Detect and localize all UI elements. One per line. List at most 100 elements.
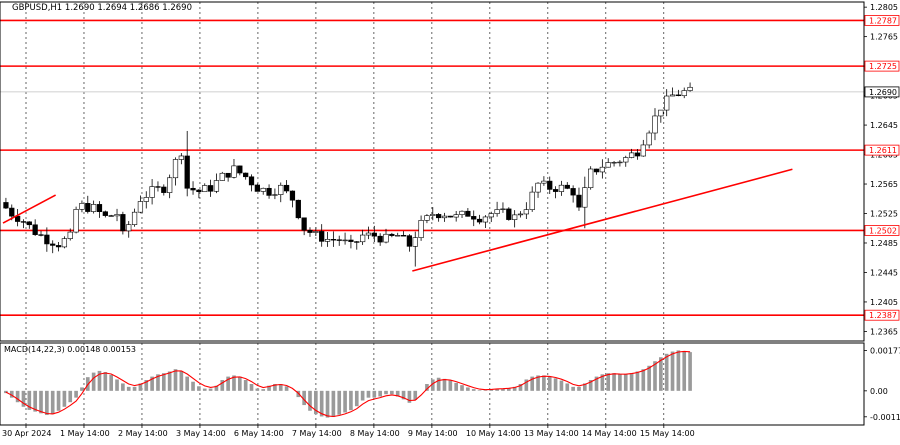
main-chart-title: GBPUSD,H1 1.2690 1.2694 1.2686 1.2690 [12, 3, 192, 13]
macd-signal-line [5, 350, 691, 418]
candle-body [588, 168, 594, 188]
candle-body [313, 231, 319, 233]
level-label-box [864, 15, 900, 26]
candle-body [681, 90, 687, 97]
level-label-box [864, 144, 900, 156]
candle-body [500, 208, 506, 211]
candle-body [424, 215, 430, 221]
grid-lines [25, 2, 665, 425]
candle-body [359, 234, 366, 243]
candle-body [617, 161, 623, 164]
candle-body [307, 229, 313, 233]
level-label: 1.2725 [869, 62, 897, 71]
level-label-box [864, 60, 900, 72]
candle-body [248, 176, 255, 186]
candle-body [272, 194, 278, 196]
candle-body [38, 234, 44, 236]
candle-body [79, 203, 85, 210]
candle-body [436, 214, 442, 219]
candle-body [611, 162, 617, 164]
macd-layer [4, 350, 692, 418]
candle-body [231, 165, 237, 178]
candle-body [102, 211, 108, 216]
candle-body [108, 215, 114, 217]
current-price-box [864, 86, 900, 98]
candle-body [664, 95, 670, 111]
candle-body [348, 239, 354, 242]
x-tick-label: 14 May 14:00 [582, 429, 637, 438]
y-tick-label: 1.2765 [870, 33, 898, 42]
level-label-box [864, 225, 900, 236]
candle-body [506, 208, 512, 220]
candle-body [20, 221, 27, 223]
candle-body [342, 239, 348, 242]
candle-body [219, 172, 225, 181]
y-tick-label: 1.2525 [870, 210, 898, 219]
candle-body [324, 239, 331, 242]
candle-body [576, 194, 582, 208]
candle-body [167, 177, 173, 193]
candle-body [558, 184, 565, 192]
candle-body [687, 86, 693, 91]
candle-body [459, 210, 465, 215]
macd-y-tick-label: 0.00 [870, 387, 888, 396]
candle-body [634, 152, 641, 157]
x-tick-label: 8 May 14:00 [350, 429, 400, 438]
candle-body [131, 211, 138, 225]
candle-body [564, 184, 570, 189]
candle-body [137, 201, 144, 213]
candle-body [488, 213, 494, 218]
candle-body [412, 237, 418, 247]
macd-y-tick-label: 0.00177 [870, 347, 900, 356]
candle-body [126, 224, 132, 232]
candle-body [155, 186, 161, 188]
candle-body [196, 189, 202, 193]
candle-body [243, 172, 249, 178]
candle-body [552, 189, 559, 192]
candle-body [73, 209, 79, 233]
candle-body [547, 180, 553, 190]
x-tick-label: 10 May 14:00 [466, 429, 521, 438]
candle-body [418, 220, 424, 238]
candle-body [623, 157, 629, 163]
candle-body [465, 210, 471, 217]
candle-body [330, 239, 337, 241]
candle-body [172, 159, 179, 179]
candle-body [55, 245, 62, 248]
y-tick-label: 1.2405 [870, 298, 898, 307]
trendlines-layer [2, 168, 793, 272]
main-panel-frame [0, 1, 865, 342]
candle-body [289, 190, 296, 201]
candle-body [476, 218, 483, 223]
y-tick-label: 1.2445 [870, 268, 898, 277]
candle-body [447, 215, 453, 218]
candle-body [605, 162, 611, 168]
candle-body [85, 203, 91, 212]
candle-body [541, 180, 547, 184]
candle-body [441, 215, 448, 219]
trendline [412, 168, 793, 272]
candle-body [26, 221, 32, 226]
candle-body [254, 184, 260, 192]
candle-body [383, 233, 389, 243]
candle-body [482, 216, 489, 223]
candle-body [669, 94, 676, 97]
candle-body [143, 197, 149, 202]
candle-body [406, 235, 413, 247]
candle-body [237, 165, 243, 174]
candle-body [114, 214, 120, 217]
x-tick-label: 2 May 14:00 [118, 429, 168, 438]
macd-y-tick-label: -0.00114 [870, 413, 900, 422]
candle-body [202, 185, 208, 193]
candle-body [336, 239, 342, 241]
level-label: 1.2787 [869, 16, 897, 25]
candle-body [61, 238, 68, 248]
level-label: 1.2611 [869, 146, 897, 155]
x-tick-label: 6 May 14:00 [234, 429, 284, 438]
candle-body [535, 182, 541, 193]
y-tick-label: 1.2645 [870, 121, 898, 130]
candle-body [301, 217, 307, 231]
